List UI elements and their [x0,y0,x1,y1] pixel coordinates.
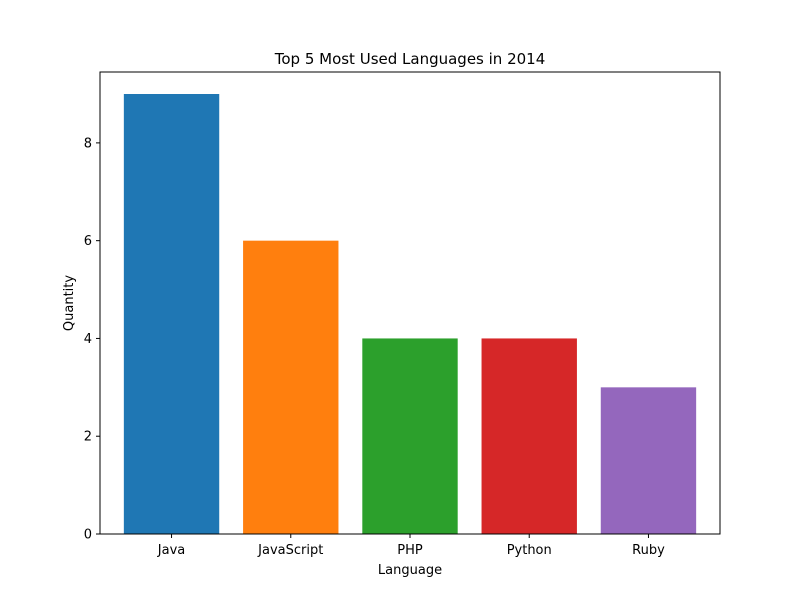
x-axis-label: Language [378,563,442,578]
x-tick-label: Java [157,543,185,558]
y-axis-ticks: 0 2 4 6 8 [84,136,100,543]
bar-javascript [243,240,339,534]
x-tick-label: PHP [397,543,423,558]
y-tick-label: 2 [84,430,92,445]
bar-php [362,338,458,534]
x-tick-label: Python [507,543,552,558]
y-tick-label: 0 [84,528,92,543]
y-axis-label: Quantity [62,275,77,331]
bar-java [123,94,220,534]
chart-title: Top 5 Most Used Languages in 2014 [274,50,546,68]
x-tick-label: JavaScript [257,543,323,558]
bar-python [481,338,577,534]
bar-ruby [600,387,697,534]
bars-group [123,94,697,534]
y-tick-label: 6 [84,234,92,249]
x-axis-ticks: Java JavaScript PHP Python Ruby [157,534,665,558]
y-tick-label: 8 [84,136,92,151]
x-tick-label: Ruby [632,543,665,558]
y-tick-label: 4 [84,332,92,347]
